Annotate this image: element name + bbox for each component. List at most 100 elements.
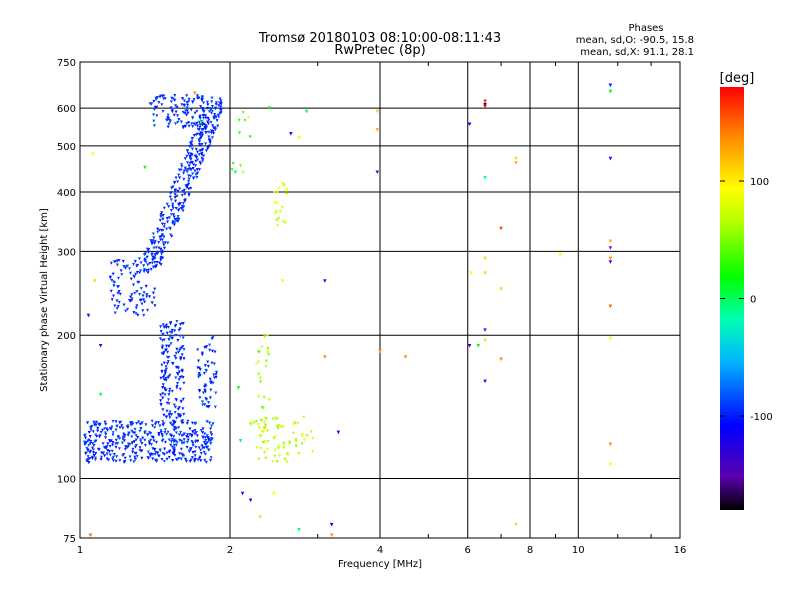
data-point [185,445,189,449]
data-point [183,166,187,170]
data-point [134,434,138,438]
data-point [201,435,205,439]
data-point [499,357,503,362]
y-tick-label: 200 [57,331,76,342]
data-point [165,457,169,461]
data-point [183,199,187,203]
x-tick-label: 1 [77,545,83,556]
data-point [168,449,172,453]
data-point [285,188,289,192]
data-point [90,424,94,428]
data-point [111,294,115,298]
data-point [189,143,193,147]
data-point [153,458,157,462]
data-point [174,323,178,327]
data-point [187,449,191,453]
data-point [180,353,184,357]
data-point [201,431,205,435]
data-point [126,425,130,429]
data-point [195,109,199,113]
data-point [514,161,518,165]
data-point [214,107,218,111]
data-point [608,89,613,94]
y-tick-label: 500 [57,142,76,153]
data-point [177,168,181,172]
data-point [239,164,243,168]
data-point [199,134,203,138]
data-point [167,216,171,220]
data-point [208,396,212,400]
data-point [180,399,184,403]
data-point [282,182,286,186]
data-point [142,313,146,317]
data-point [163,447,167,451]
data-point [162,97,166,101]
data-point [201,128,205,132]
data-point [175,441,179,445]
data-point [211,129,215,133]
data-point [142,268,146,272]
data-point [200,156,204,160]
data-point [117,285,121,289]
data-point [249,421,253,425]
data-point [155,96,159,100]
data-point [210,100,214,104]
y-tick-label: 300 [57,247,76,258]
data-point [177,433,181,437]
data-point [206,364,210,368]
data-point [172,450,176,454]
data-point [94,458,98,462]
data-point [186,435,190,439]
data-point [263,426,267,430]
data-point [205,125,209,129]
data-point [182,357,186,361]
data-point [148,295,152,299]
data-point [204,345,208,349]
data-point [152,100,156,104]
data-point [275,201,279,205]
data-point [132,262,136,266]
data-point [140,422,144,426]
data-point [162,94,166,98]
data-point [132,460,136,464]
data-point [150,252,154,256]
data-point [181,419,185,423]
data-point [160,211,164,215]
data-point [476,344,481,348]
data-point [199,148,203,152]
data-point [162,206,166,210]
data-point [207,401,211,405]
data-point [329,522,334,527]
data-point [163,440,167,444]
data-point [83,433,87,437]
data-point [139,439,143,443]
data-point [104,436,108,440]
data-point [209,427,213,431]
data-point [172,215,176,219]
data-point [282,184,286,188]
data-point [558,253,563,257]
data-point [129,295,133,299]
data-point [127,431,131,435]
data-point [161,420,165,424]
y-tick-label: 600 [57,104,76,115]
data-point [179,414,183,418]
data-point [162,361,166,365]
data-point [162,413,166,417]
data-point [280,206,284,210]
data-point [271,460,275,464]
data-point [196,158,200,162]
data-point [187,124,191,128]
data-point [283,458,287,462]
data-point [275,417,279,421]
data-point [178,387,182,391]
data-point [130,297,134,301]
data-point [138,298,142,302]
data-point [265,350,269,354]
data-point [130,293,134,297]
data-point [167,122,171,126]
data-point [267,398,271,402]
data-point [266,347,270,351]
data-point [177,370,181,374]
data-point [162,459,166,463]
